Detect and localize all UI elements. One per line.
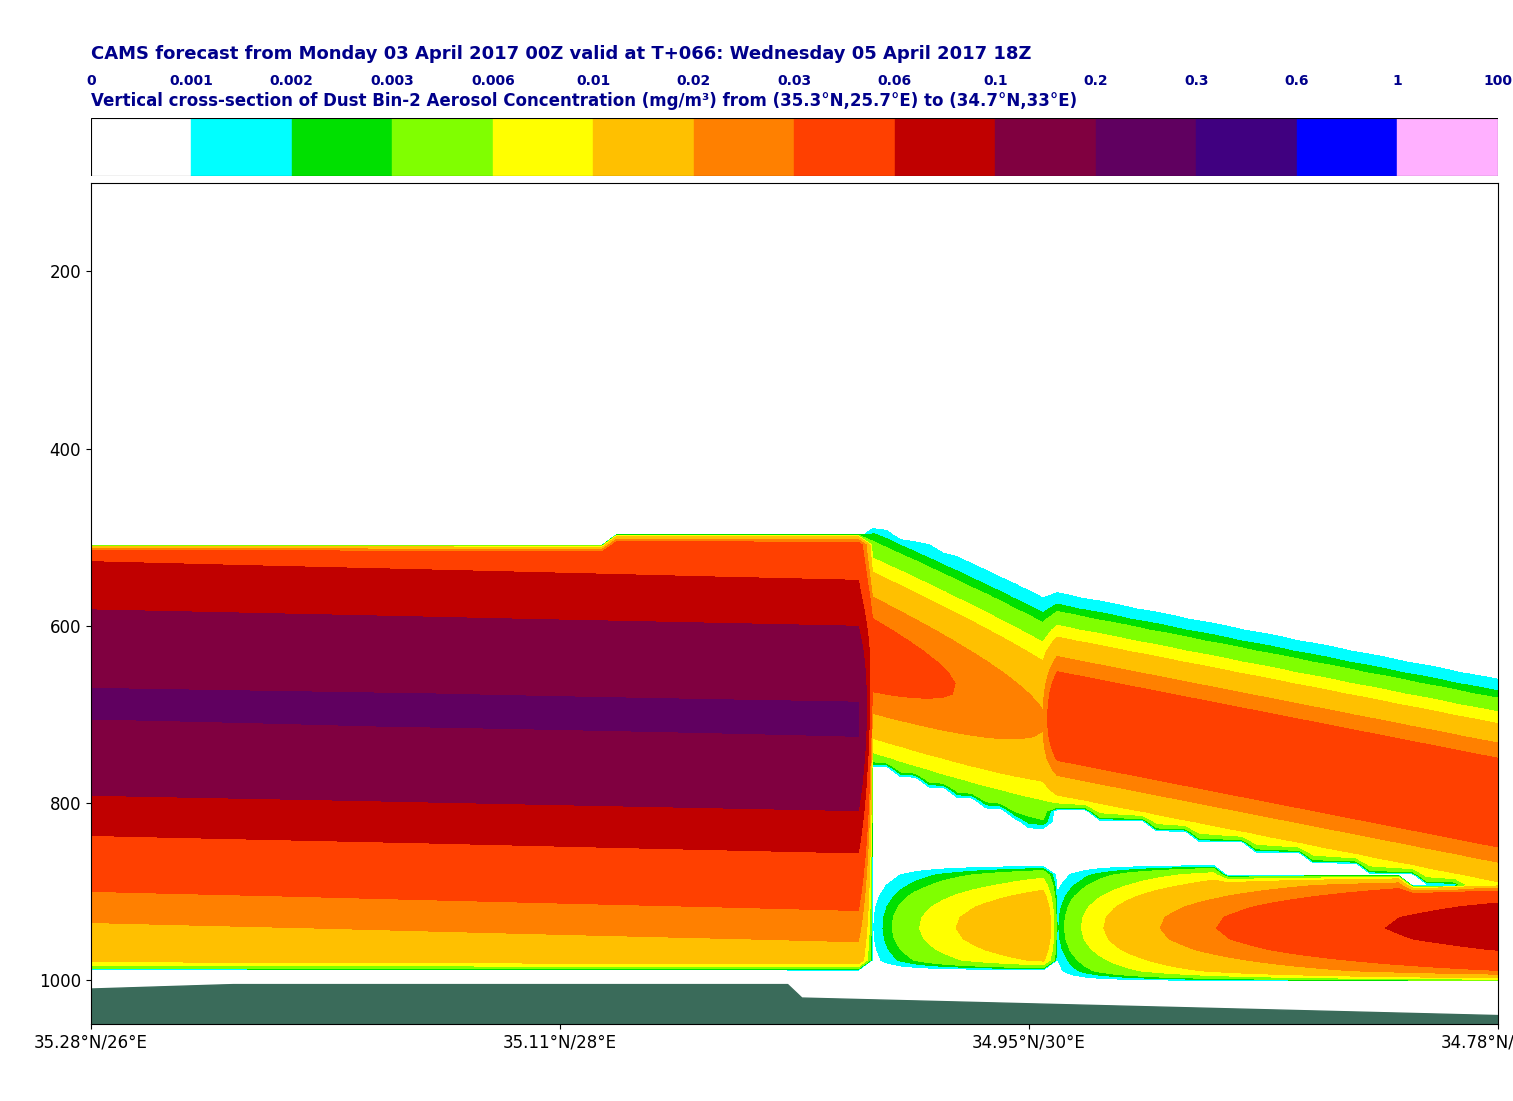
Text: 0.06: 0.06	[878, 75, 912, 88]
Text: 0: 0	[86, 75, 95, 88]
Bar	[91, 118, 191, 176]
Text: 0.1: 0.1	[983, 75, 1008, 88]
Text: 0.003: 0.003	[371, 75, 415, 88]
Text: 100: 100	[1483, 75, 1513, 88]
Bar	[996, 118, 1095, 176]
Text: 0.2: 0.2	[1083, 75, 1108, 88]
Text: 0.02: 0.02	[676, 75, 711, 88]
Bar	[894, 118, 996, 176]
Bar	[1398, 118, 1498, 176]
Bar	[1197, 118, 1297, 176]
Text: 0.006: 0.006	[471, 75, 514, 88]
Text: 0.3: 0.3	[1185, 75, 1209, 88]
Text: 0.6: 0.6	[1285, 75, 1309, 88]
Bar	[694, 118, 794, 176]
Bar	[191, 118, 292, 176]
Text: 1: 1	[1392, 75, 1403, 88]
Bar	[392, 118, 493, 176]
Bar	[292, 118, 392, 176]
Text: 0.001: 0.001	[169, 75, 213, 88]
Bar	[794, 118, 894, 176]
Text: Vertical cross-section of Dust Bin-2 Aerosol Concentration (mg/m³) from (35.3°N,: Vertical cross-section of Dust Bin-2 Aer…	[91, 91, 1077, 110]
Text: 0.01: 0.01	[576, 75, 610, 88]
Text: CAMS forecast from Monday 03 April 2017 00Z valid at T+066: Wednesday 05 April 2: CAMS forecast from Monday 03 April 2017 …	[91, 45, 1032, 63]
Bar	[1297, 118, 1398, 176]
Text: 0.03: 0.03	[778, 75, 811, 88]
Bar	[593, 118, 694, 176]
Bar	[1095, 118, 1197, 176]
Bar	[493, 118, 593, 176]
Text: 0.002: 0.002	[269, 75, 313, 88]
